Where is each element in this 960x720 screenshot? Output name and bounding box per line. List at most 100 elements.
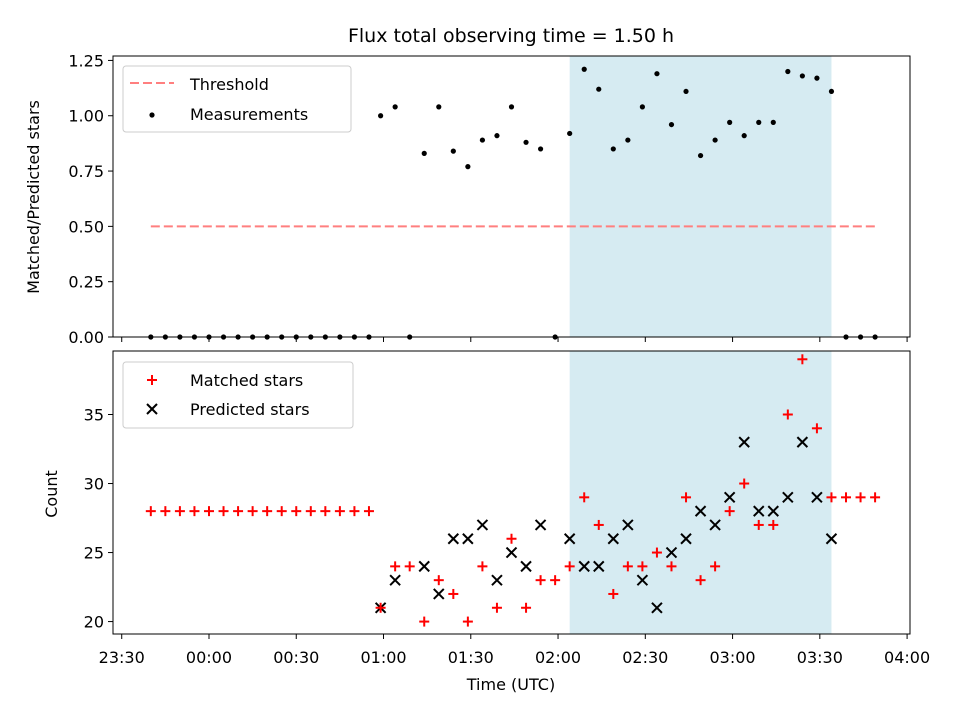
x-tick-label: 23:30 [99, 648, 145, 667]
predicted-star-point [433, 588, 445, 600]
measurement-point [741, 133, 747, 139]
matched-star-point [521, 602, 532, 613]
top-y-tick-label: 0.50 [68, 217, 104, 236]
top-axes-frame [112, 55, 911, 338]
matched-star-point [593, 519, 604, 530]
matched-star-point [404, 561, 415, 572]
x-tick-label: 00:00 [186, 648, 232, 667]
matched-star-point [622, 561, 633, 572]
matched-star-point [753, 519, 764, 530]
predicted-star-point [418, 560, 430, 573]
matched-star-point [768, 519, 779, 530]
measurement-point [392, 104, 398, 110]
predicted-star-point [651, 602, 663, 614]
predicted-star-point [563, 533, 576, 545]
measurement-point [668, 121, 675, 128]
measurement-point [378, 113, 384, 119]
legend-predicted-label: Predicted stars [190, 400, 310, 419]
matched-star-point [739, 478, 750, 489]
measurement-point [785, 68, 791, 75]
top-y-tick-label: 0.75 [68, 162, 104, 181]
predicted-star-point [811, 491, 823, 504]
top-y-tick-label: 1.00 [68, 107, 104, 126]
bottom-y-axis-label: Count [42, 470, 61, 518]
measurement-point [567, 130, 573, 137]
matched-star-point [782, 409, 793, 420]
matched-star-point [535, 575, 546, 586]
matched-star-point [681, 492, 692, 503]
matched-star-point [145, 506, 156, 517]
matched-star-point [262, 506, 273, 517]
matched-star-point [363, 506, 374, 517]
measurement-point [523, 139, 529, 145]
matched-star-point [247, 506, 258, 517]
matched-star-point [695, 575, 706, 586]
predicted-star-point [753, 505, 765, 517]
x-tick-label: 04:00 [884, 648, 930, 667]
measurement-point [697, 152, 704, 159]
measurement-point [610, 146, 616, 152]
measurement-point [625, 137, 631, 143]
predicted-star-point [520, 560, 532, 573]
measurement-point [479, 137, 486, 143]
bottom-y-tick-label: 20 [84, 613, 104, 632]
measurement-point [421, 150, 427, 156]
matched-star-point [189, 506, 200, 517]
matched-star-point [160, 506, 171, 517]
predicted-star-point [389, 574, 401, 586]
measurement-point [508, 104, 515, 110]
predicted-star-point [607, 533, 620, 545]
matched-star-point [477, 561, 488, 572]
matched-star-point [811, 423, 822, 434]
predicted-star-point [447, 533, 460, 545]
measurement-point [727, 119, 733, 125]
legend-predicted-swatch [146, 403, 158, 415]
matched-star-point [375, 602, 386, 613]
matched-star-point [349, 506, 360, 517]
top-y-tick-label: 0.25 [68, 273, 104, 292]
matched-star-point [841, 492, 852, 503]
predicted-star-point [796, 436, 809, 448]
matched-star-point [608, 588, 619, 599]
measurement-point [756, 119, 762, 125]
matched-star-point [291, 506, 302, 517]
matched-star-point [724, 506, 735, 517]
matched-star-point [218, 506, 229, 517]
bottom-shaded-region [569, 351, 832, 634]
matched-star-point [334, 506, 345, 517]
predicted-star-point [578, 560, 590, 573]
x-tick-label: 03:30 [797, 648, 843, 667]
bottom-legend: Matched stars Predicted stars [122, 361, 354, 429]
legend-measurements-swatch [149, 112, 155, 118]
matched-star-point [276, 506, 287, 517]
measurement-point [436, 104, 442, 110]
legend-matched-label: Matched stars [190, 371, 303, 390]
matched-star-point [203, 506, 214, 517]
bottom-y-tick-label: 25 [84, 544, 104, 563]
x-tick-label: 00:30 [273, 648, 319, 667]
measurement-point [581, 66, 587, 72]
predicted-star-point [738, 436, 750, 448]
top-panel: 0.00 0.25 0.50 0.75 1.00 1.25 Threshold Measure… [68, 51, 911, 347]
top-legend: Threshold Measurements [122, 65, 352, 133]
bottom-panel: 20 25 30 35 23:30 00:00 00:30 01:00 01:30 02:00 02… [84, 350, 930, 667]
predicted-star-point [476, 519, 489, 531]
chart-title: Flux total observing time = 1.50 h [348, 25, 674, 47]
top-y-axis-label: Matched/Predicted stars [24, 100, 43, 294]
matched-star-point [564, 561, 575, 572]
predicted-star-point [505, 546, 518, 559]
matched-star-point [174, 506, 185, 517]
matched-star-point [491, 602, 502, 613]
measurement-point [683, 88, 689, 95]
matched-star-point [855, 492, 866, 503]
matched-star-point [506, 533, 517, 544]
x-tick-label: 01:30 [448, 648, 494, 667]
legend-matched-swatch [147, 375, 157, 385]
measurement-point [639, 104, 645, 110]
predicted-star-point [665, 546, 678, 559]
bottom-axes-frame [112, 350, 911, 635]
matched-star-point [550, 575, 561, 586]
measurement-point [537, 146, 544, 152]
matched-star-point [666, 561, 677, 572]
